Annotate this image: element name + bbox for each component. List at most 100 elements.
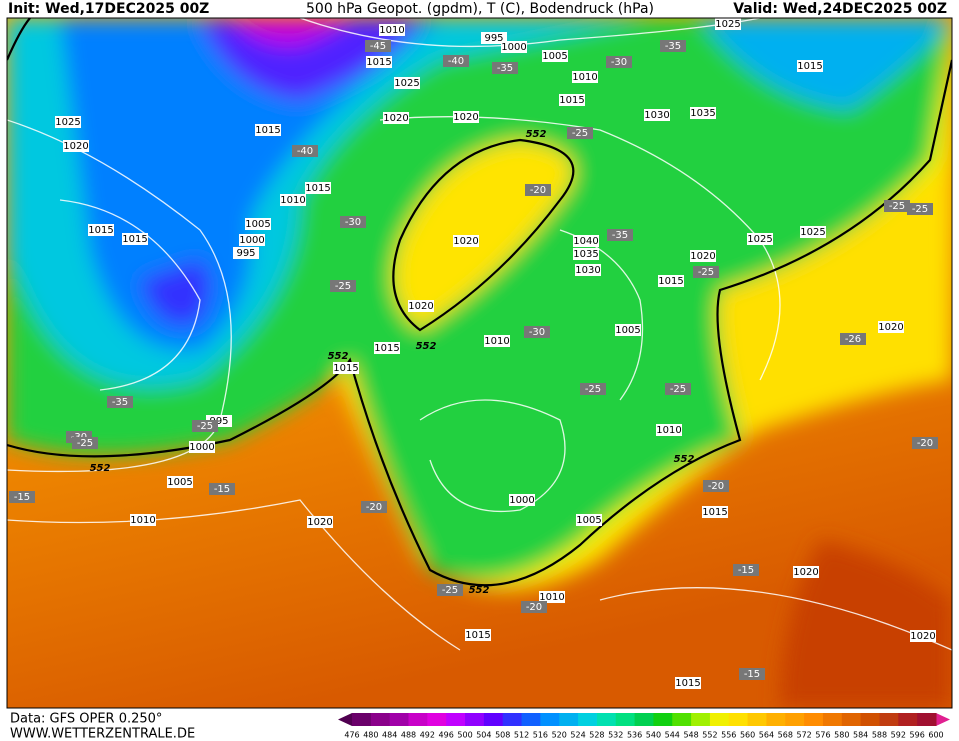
colorbar-cell bbox=[728, 713, 749, 726]
isobar-label-box bbox=[572, 71, 598, 83]
isobar-label: 1015 bbox=[333, 363, 358, 374]
isobar-label: 1005 bbox=[615, 325, 640, 336]
temperature-label-box bbox=[330, 280, 356, 292]
isobar-label: 1015 bbox=[702, 507, 727, 518]
temperature-label-box bbox=[492, 62, 518, 74]
data-source: Data: GFS OPER 0.250° bbox=[10, 712, 162, 727]
temperature-label: -25 bbox=[912, 204, 928, 215]
colorbar-label: 480 bbox=[363, 731, 378, 740]
isobar-label-box bbox=[122, 233, 148, 245]
temperature-label: -25 bbox=[77, 438, 93, 449]
colorbar-cell bbox=[502, 713, 523, 726]
isobar-label-box bbox=[481, 32, 507, 44]
isobar-label: 1030 bbox=[644, 110, 669, 121]
isobar-label-box bbox=[575, 264, 601, 276]
isobar-label: 1000 bbox=[189, 442, 214, 453]
isobar-label: 1000 bbox=[501, 42, 526, 53]
colorbar-cell bbox=[370, 713, 391, 726]
isobar-label-box bbox=[239, 234, 265, 246]
temperature-label: -25 bbox=[442, 585, 458, 596]
colorbar-label: 548 bbox=[683, 731, 698, 740]
temperature-label-box bbox=[580, 383, 606, 395]
temperature-label-box bbox=[443, 55, 469, 67]
isobar-label-box bbox=[453, 111, 479, 123]
temperature-label: -40 bbox=[297, 146, 313, 157]
isobar-label-box bbox=[656, 424, 682, 436]
isobar-label: 1015 bbox=[658, 276, 683, 287]
colorbar: 476 480 484 488 492 496 500 504 508 512 516 520 524 5… bbox=[338, 713, 950, 740]
colorbar-cell bbox=[521, 713, 541, 726]
temperature-label-box bbox=[703, 480, 729, 492]
height-label: 552 bbox=[328, 351, 349, 362]
colorbar-cell bbox=[653, 713, 673, 726]
height-label: 552 bbox=[526, 129, 547, 140]
isobar-label: 1025 bbox=[715, 19, 740, 30]
isobar-label: 1005 bbox=[542, 51, 567, 62]
isobar-label: 1020 bbox=[910, 631, 935, 642]
colorbar-label: 560 bbox=[740, 731, 755, 740]
isobar-label: 1010 bbox=[130, 515, 155, 526]
colorbar-cell bbox=[446, 713, 466, 726]
colorbar-label: 600 bbox=[928, 731, 943, 740]
temperature-label: -30 bbox=[345, 217, 361, 228]
temperature-label-box bbox=[607, 229, 633, 241]
temperature-label: -35 bbox=[112, 397, 128, 408]
isobar-label: 1010 bbox=[379, 25, 404, 36]
isobar-label-box bbox=[539, 591, 565, 603]
map-frame bbox=[6, 17, 953, 709]
temperature-label-box bbox=[693, 266, 719, 278]
temperature-label-box bbox=[525, 184, 551, 196]
colorbar-label: 500 bbox=[457, 731, 472, 740]
isobar-label-box bbox=[800, 226, 826, 238]
temperature-label: -15 bbox=[738, 565, 754, 576]
isobar-label: 1010 bbox=[572, 72, 597, 83]
temperature-label: -15 bbox=[14, 492, 30, 503]
isobar-label-box bbox=[130, 514, 156, 526]
temperature-label-box bbox=[733, 564, 759, 576]
isobar-label-box bbox=[88, 224, 114, 236]
isobar-label-box bbox=[559, 94, 585, 106]
isobar-label-box bbox=[797, 60, 823, 72]
isobar-label: 1000 bbox=[509, 495, 534, 506]
isobar-label: 1025 bbox=[800, 227, 825, 238]
colorbar-label: 520 bbox=[552, 731, 567, 740]
colorbar-label: 528 bbox=[589, 731, 604, 740]
temperature-label: -20 bbox=[708, 481, 724, 492]
isobar-label: 1015 bbox=[559, 95, 584, 106]
height-label: 552 bbox=[469, 585, 490, 596]
temperature-label-box bbox=[660, 40, 686, 52]
temperature-label: -20 bbox=[530, 185, 546, 196]
colorbar-label: 540 bbox=[646, 731, 661, 740]
height-label: 552 bbox=[416, 341, 437, 352]
colorbar-cell bbox=[785, 713, 805, 726]
isobar-label-box bbox=[573, 248, 599, 260]
temperature-label: -20 bbox=[917, 438, 933, 449]
isobar-label-box bbox=[690, 107, 716, 119]
colorbar-cell bbox=[408, 713, 428, 726]
isobar-label: 1020 bbox=[383, 113, 408, 124]
colorbar-cell bbox=[804, 713, 824, 726]
temperature-label-box bbox=[521, 601, 547, 613]
isobar-label: 1020 bbox=[878, 322, 903, 333]
temperature-label-box bbox=[907, 203, 933, 215]
isobar-label-box bbox=[383, 112, 409, 124]
isobar-label: 1015 bbox=[465, 630, 490, 641]
isobar-label-box bbox=[305, 182, 331, 194]
isobar-label: 1040 bbox=[573, 236, 598, 247]
isobar-label: 1015 bbox=[305, 183, 330, 194]
isobar-label-box bbox=[307, 516, 333, 528]
colorbar-cell bbox=[559, 713, 579, 726]
isobar-label: 1035 bbox=[690, 108, 715, 119]
valid-time: Valid: Wed,24DEC2025 00Z bbox=[733, 1, 947, 17]
temperature-label-box bbox=[365, 40, 391, 52]
colorbar-label: 524 bbox=[570, 731, 585, 740]
height-field bbox=[7, 18, 952, 708]
colorbar-label: 484 bbox=[382, 731, 397, 740]
temperature-label-box bbox=[606, 56, 632, 68]
temperature-label-box bbox=[840, 333, 866, 345]
isobar-label: 1010 bbox=[280, 195, 305, 206]
temperature-label: -15 bbox=[214, 484, 230, 495]
isobar-label: 1020 bbox=[307, 517, 332, 528]
isobar-label-box bbox=[465, 629, 491, 641]
isobar-label-box bbox=[233, 247, 259, 259]
